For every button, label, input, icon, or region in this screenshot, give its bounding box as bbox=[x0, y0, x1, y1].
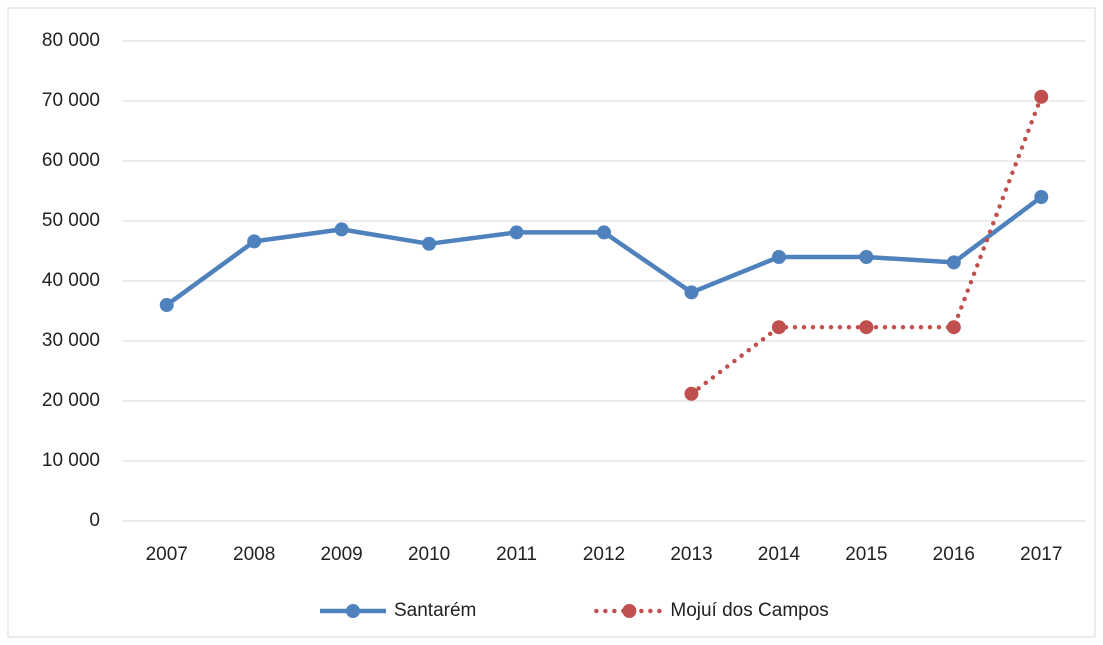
x-tick-label: 2011 bbox=[496, 544, 537, 565]
legend-label: Mojuí dos Campos bbox=[670, 600, 828, 621]
y-tick-label: 20 000 bbox=[42, 390, 100, 411]
x-tick-label: 2013 bbox=[670, 544, 712, 565]
legend-label: Santarém bbox=[394, 600, 476, 621]
data-point bbox=[509, 225, 524, 240]
data-point bbox=[159, 298, 174, 312]
data-point bbox=[771, 250, 786, 264]
y-tick-label: 70 000 bbox=[42, 90, 100, 111]
y-tick-label: 50 000 bbox=[42, 210, 100, 231]
data-point bbox=[247, 234, 262, 249]
chart-frame bbox=[7, 7, 1096, 638]
data-point bbox=[946, 255, 961, 270]
y-tick-label: 10 000 bbox=[42, 450, 100, 471]
y-tick-label: 40 000 bbox=[42, 270, 100, 291]
data-point bbox=[422, 236, 437, 251]
legend-marker bbox=[346, 604, 360, 618]
x-tick-label: 2007 bbox=[146, 544, 188, 565]
x-tick-label: 2015 bbox=[845, 544, 887, 565]
x-tick-label: 2009 bbox=[320, 544, 362, 565]
x-tick-label: 2012 bbox=[583, 544, 625, 565]
data-point bbox=[597, 225, 611, 240]
x-tick-label: 2017 bbox=[1020, 544, 1062, 565]
data-point bbox=[684, 285, 699, 300]
y-tick-label: 80 000 bbox=[42, 30, 100, 51]
x-tick-label: 2010 bbox=[408, 544, 450, 565]
data-point bbox=[946, 320, 961, 335]
x-tick-label: 2014 bbox=[758, 544, 801, 565]
x-tick-label: 2008 bbox=[233, 544, 275, 565]
data-point bbox=[859, 250, 874, 264]
data-point bbox=[334, 222, 349, 237]
data-point bbox=[684, 386, 699, 401]
data-point bbox=[859, 320, 874, 335]
legend-marker bbox=[622, 604, 637, 618]
x-tick-label: 2016 bbox=[933, 544, 975, 565]
data-point bbox=[1034, 89, 1049, 104]
y-tick-label: 60 000 bbox=[42, 150, 100, 171]
y-tick-label: 30 000 bbox=[42, 330, 100, 351]
data-point bbox=[771, 320, 786, 335]
data-point bbox=[1034, 190, 1049, 204]
y-tick-label: 0 bbox=[89, 510, 100, 531]
